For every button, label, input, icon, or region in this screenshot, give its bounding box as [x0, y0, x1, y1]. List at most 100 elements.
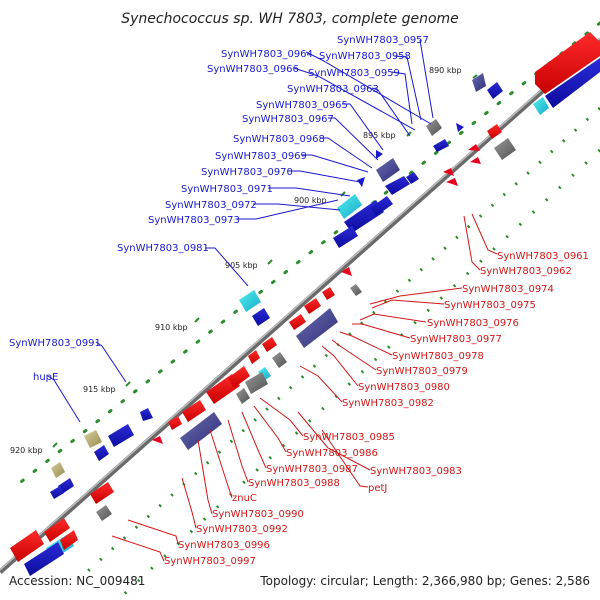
gene-red-0988	[228, 366, 250, 388]
tick-label-910: 910 kbp	[155, 323, 188, 332]
gene-red-0979	[304, 298, 321, 314]
label-SynWH7803_0978: SynWH7803_0978	[392, 351, 484, 362]
gene-cyan-top	[533, 97, 549, 115]
gene-navy-0997	[24, 542, 64, 576]
gene-cyan-0971	[337, 194, 362, 219]
topology-text: Topology: circular; Length: 2,366,980 bp…	[260, 574, 590, 588]
gene-purple-0957	[472, 73, 486, 92]
gene-gray-0977	[350, 284, 362, 296]
label-SynWH7803_0972: SynWH7803_0972	[165, 200, 257, 211]
gene-purple-0967	[376, 158, 400, 182]
red-leader-lines	[111, 213, 498, 562]
label-SynWH7803_0967: SynWH7803_0967	[242, 114, 334, 125]
label-znuC: znuC	[232, 493, 257, 504]
label-SynWH7803_0980: SynWH7803_0980	[358, 382, 450, 393]
label-SynWH7803_0963: SynWH7803_0963	[287, 84, 379, 95]
label-SynWH7803_0979: SynWH7803_0979	[376, 366, 468, 377]
gene-gray-0985	[272, 352, 287, 368]
gene-red-0962b	[470, 157, 481, 164]
label-SynWH7803_0990: SynWH7803_0990	[212, 509, 304, 520]
tick-label-895: 895 kbp	[363, 131, 396, 140]
label-SynWH7803_0987: SynWH7803_0987	[266, 464, 358, 475]
ruler-tick-910: 910 kbp	[155, 317, 200, 332]
label-SynWH7803_0968: SynWH7803_0968	[233, 134, 325, 145]
label-SynWH7803_0961: SynWH7803_0961	[497, 251, 589, 262]
label-SynWH7803_0965: SynWH7803_0965	[256, 100, 348, 111]
gene-red-0997-c	[60, 530, 78, 550]
gene-gray-0963	[426, 119, 442, 136]
inner-dot-track	[76, 106, 600, 582]
gene-gray-0988	[236, 388, 250, 404]
accession-text: Accession: NC_009481	[9, 574, 146, 588]
label-SynWH7803_0982: SynWH7803_0982	[342, 398, 434, 409]
genome-backbone-highlight	[0, 37, 600, 571]
gene-blue-0972b	[370, 196, 393, 216]
gene-blue-0970	[357, 177, 365, 187]
gene-gray-0996	[96, 505, 112, 521]
label-SynWH7803_0985: SynWH7803_0985	[303, 432, 395, 443]
outer-dot-track	[10, 21, 600, 491]
blue-labels: SynWH7803_0957 SynWH7803_0964 SynWH7803_…	[9, 35, 429, 383]
gene-blue-920-b	[50, 486, 64, 499]
gene-purple-0982	[296, 308, 338, 348]
ruler-tick-900: 900 kbp	[294, 191, 346, 205]
gene-gray-0986	[245, 372, 268, 394]
gene-blue-hupE-b	[94, 445, 109, 461]
gene-blue-0991	[140, 408, 153, 421]
tick-label-890: 890 kbp	[429, 66, 462, 75]
label-SynWH7803_0959: SynWH7803_0959	[308, 68, 400, 79]
label-SynWH7803_0991: SynWH7803_0991	[9, 338, 101, 349]
forward-genes	[50, 32, 600, 499]
gene-red-0996	[90, 482, 114, 504]
gene-cyan-0981	[239, 290, 261, 312]
gene-blue-0973	[333, 226, 358, 248]
label-SynWH7803_0983: SynWH7803_0983	[370, 466, 462, 477]
label-SynWH7803_0973: SynWH7803_0973	[148, 215, 240, 226]
gene-red-0976	[341, 267, 352, 276]
ruler-tick-915: 915 kbp	[83, 381, 131, 394]
gene-blue-hupE-a	[108, 424, 134, 447]
genome-backbone	[0, 38, 600, 574]
ruler-tick-890: 890 kbp	[429, 66, 478, 79]
label-SynWH7803_0957: SynWH7803_0957	[337, 35, 429, 46]
gene-red-0997-b	[44, 518, 70, 542]
gene-gray-0961	[494, 138, 516, 160]
ruler-tick-905: 905 kbp	[225, 259, 273, 270]
gene-red-0985	[248, 350, 260, 364]
label-SynWH7803_0981: SynWH7803_0981	[117, 243, 209, 254]
label-SynWH7803_0958: SynWH7803_0958	[319, 51, 411, 62]
gene-red-0997-a	[10, 530, 44, 562]
gene-cyan-0986	[258, 367, 271, 381]
gene-red-0978	[289, 314, 306, 330]
label-SynWH7803_0977: SynWH7803_0977	[410, 334, 502, 345]
label-SynWH7803_0992: SynWH7803_0992	[196, 524, 288, 535]
label-SynWH7803_0976: SynWH7803_0976	[427, 318, 519, 329]
gene-blue-0964	[456, 123, 464, 132]
tick-label-900: 900 kbp	[294, 196, 327, 205]
gene-olive-hupE	[84, 430, 102, 448]
label-SynWH7803_0975: SynWH7803_0975	[444, 300, 536, 311]
gene-red-znuC	[152, 436, 163, 444]
label-SynWH7803_0997: SynWH7803_0997	[164, 556, 256, 567]
label-SynWH7803_0974: SynWH7803_0974	[462, 284, 554, 295]
gene-blue-0981b	[252, 308, 270, 326]
label-SynWH7803_0986: SynWH7803_0986	[286, 448, 378, 459]
label-SynWH7803_0962: SynWH7803_0962	[480, 266, 572, 277]
reverse-genes	[10, 124, 516, 576]
label-SynWH7803_0969: SynWH7803_0969	[215, 151, 307, 162]
inner-dot-track-2	[118, 148, 600, 600]
gene-red-0975	[446, 178, 458, 186]
label-hupE: hupE	[33, 372, 58, 383]
gene-red-0982b	[262, 337, 277, 352]
label-petJ: petJ	[368, 483, 387, 494]
gene-red-0992	[168, 416, 182, 430]
gene-purple-0990	[180, 412, 222, 450]
gene-red-0990	[182, 400, 206, 422]
tick-label-915: 915 kbp	[83, 385, 116, 394]
gene-blue-0968	[385, 176, 410, 195]
tick-label-920: 920 kbp	[10, 446, 43, 455]
label-SynWH7803_0971: SynWH7803_0971	[181, 184, 273, 195]
gene-red-0962	[468, 144, 480, 151]
blue-leader-lines	[47, 39, 434, 423]
